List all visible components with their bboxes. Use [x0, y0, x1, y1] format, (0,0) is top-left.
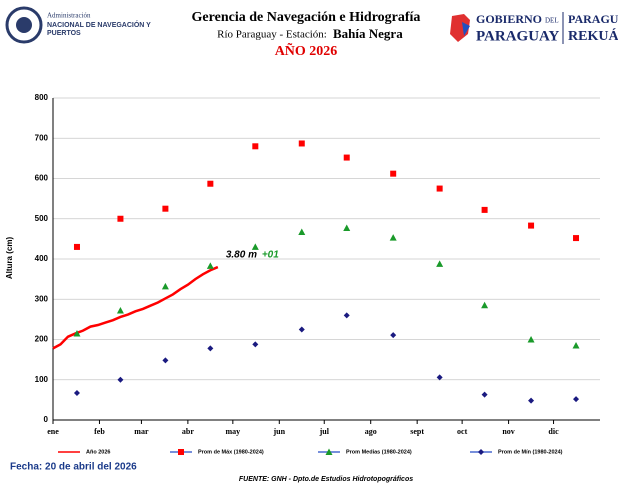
annotation-value: 3.80 m: [226, 250, 257, 261]
x-tick-label: may: [225, 427, 240, 436]
median-point: [116, 307, 124, 314]
min-point: [298, 326, 305, 333]
min-point: [528, 397, 535, 404]
median-point: [343, 224, 351, 232]
max-point: [573, 235, 580, 242]
median-point: [206, 262, 214, 269]
logo-text: PUERTOS: [47, 30, 81, 37]
min-point: [343, 312, 350, 319]
min-point: [252, 341, 259, 348]
y-tick-label: 0: [44, 415, 49, 424]
x-tick-label: sept: [410, 427, 424, 436]
max-point: [162, 205, 169, 212]
min-point: [117, 376, 124, 383]
min-point: [436, 374, 443, 381]
logo-text: NACIONAL DE NAVEGACIÓN Y: [47, 20, 151, 29]
legend-label: Prom de Mín (1980-2024): [498, 449, 563, 455]
source: FUENTE: GNH - Dpto.de Estudios Hidrotopo…: [239, 476, 413, 483]
y-tick-label: 100: [35, 375, 49, 384]
gov-text: PARAGUAY: [476, 28, 560, 44]
median-point: [389, 234, 397, 241]
min-point: [390, 332, 397, 339]
median-point: [161, 282, 169, 290]
max-point: [73, 243, 80, 250]
median-point: [251, 243, 259, 250]
legend-marker: [178, 449, 184, 455]
median-point: [436, 260, 444, 267]
y-tick-label: 500: [35, 214, 49, 223]
y-tick-label: 200: [35, 335, 49, 344]
min-point: [73, 390, 80, 397]
max-point: [207, 180, 214, 187]
median-point: [73, 329, 81, 337]
x-tick-label: mar: [134, 427, 149, 436]
max-point: [252, 143, 259, 150]
y-tick-label: 800: [35, 93, 49, 102]
station: Bahía Negra: [333, 26, 403, 41]
legend-marker: [478, 449, 484, 455]
max-point: [390, 170, 397, 177]
x-tick-label: dic: [548, 427, 559, 436]
legend-label: Año 2026: [86, 449, 110, 455]
plot: 0 100 200 300 400 500 600 700 800 ene feb mar abr may…: [35, 93, 600, 455]
min-point: [207, 345, 214, 352]
gov-text: REKUÁI: [568, 27, 618, 44]
y-tick-label: 400: [35, 254, 49, 263]
median-point: [572, 342, 580, 349]
gov-logo-mark: [450, 14, 470, 42]
median-point: [481, 301, 489, 309]
annotation-change: +01: [262, 250, 279, 261]
gov-text: PARAGUÁI: [568, 12, 618, 26]
x-tick-label: ago: [365, 427, 377, 436]
x-tick-label: jun: [273, 427, 286, 436]
max-point: [436, 185, 443, 192]
x-tick-label: oct: [457, 427, 468, 436]
median-point: [527, 336, 535, 343]
y-tick-label: 600: [35, 174, 49, 183]
x-tick-label: abr: [182, 427, 194, 436]
max-point: [481, 206, 488, 213]
max-point: [298, 140, 305, 147]
max-point: [528, 222, 535, 229]
y-tick-label: 700: [35, 133, 49, 142]
title: Gerencia de Navegación e Hidrografía: [192, 10, 421, 25]
median-point: [298, 228, 306, 236]
x-tick-label: ene: [47, 427, 59, 436]
min-point: [481, 391, 488, 398]
logo-text: Administración: [47, 12, 91, 20]
logo-seal-center: [16, 17, 32, 33]
max-point: [117, 215, 124, 222]
subtitle: Río Paraguay - Estación:: [217, 29, 327, 41]
min-point: [573, 396, 580, 403]
legend-label: Prom Medias (1980-2024): [346, 449, 412, 455]
date: Fecha: 20 de abril del 2026: [10, 462, 137, 473]
year-line: [52, 265, 219, 350]
x-tick-label: feb: [94, 427, 105, 436]
min-point: [162, 357, 169, 364]
y-tick-label: 300: [35, 294, 49, 303]
x-tick-label: nov: [502, 427, 514, 436]
gov-text: GOBIERNO: [476, 12, 542, 26]
y-axis-label: Altura (cm): [5, 237, 14, 280]
gov-logo-mark: [462, 22, 470, 36]
legend-marker: [325, 448, 333, 455]
legend-label: Prom de Máx (1980-2024): [198, 449, 264, 455]
year: AÑO 2026: [275, 41, 338, 59]
x-tick-label: jul: [319, 427, 330, 436]
max-point: [343, 154, 350, 161]
gov-text: DEL: [545, 17, 559, 25]
